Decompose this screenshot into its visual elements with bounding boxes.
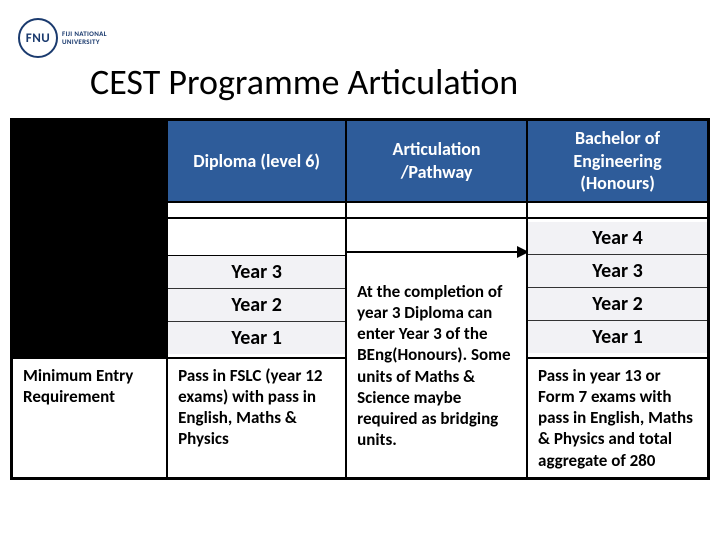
page-title: CEST Programme Articulation: [90, 60, 518, 104]
diploma-years: Year 3 Year 2 Year 1: [167, 218, 346, 358]
beng-year-2: Year 2: [528, 288, 707, 321]
spacer-row: [12, 202, 708, 218]
mer-diploma: Pass in FSLC (year 12 exams) with pass i…: [167, 358, 346, 478]
beng-years: Year 4 Year 3 Year 2 Year 1: [527, 218, 708, 358]
logo-circle: FNU: [18, 18, 58, 58]
header-diploma: Diploma (level 6): [167, 120, 346, 202]
header-beng: Bachelor of Engineering (Honours): [527, 120, 708, 202]
header-blank: [12, 120, 167, 202]
header-pathway: Articulation /Pathway: [346, 120, 527, 202]
diploma-year-2: Year 2: [168, 289, 345, 322]
years-row: Year 3 Year 2 Year 1 At the completion o…: [12, 218, 708, 358]
logo-abbr: FNU: [26, 31, 51, 46]
beng-year-3: Year 3: [528, 255, 707, 288]
header-row: Diploma (level 6) Articulation /Pathway …: [12, 120, 708, 202]
mer-label: Minimum Entry Requirement: [12, 358, 167, 478]
beng-year-1: Year 1: [528, 321, 707, 353]
articulation-table: Diploma (level 6) Articulation /Pathway …: [10, 118, 710, 480]
mer-beng: Pass in year 13 or Form 7 exams with pas…: [527, 358, 708, 478]
logo-text: FIJI NATIONAL UNIVERSITY: [62, 30, 107, 45]
diploma-year-3: Year 3: [168, 256, 345, 289]
arrow-icon: [347, 247, 529, 257]
pathway-text: At the completion of year 3 Diploma can …: [347, 279, 526, 457]
diploma-year-1: Year 1: [168, 322, 345, 354]
fnu-logo: FNU FIJI NATIONAL UNIVERSITY: [18, 18, 107, 58]
beng-year-4: Year 4: [528, 222, 707, 255]
pathway-cell: At the completion of year 3 Diploma can …: [346, 218, 527, 358]
